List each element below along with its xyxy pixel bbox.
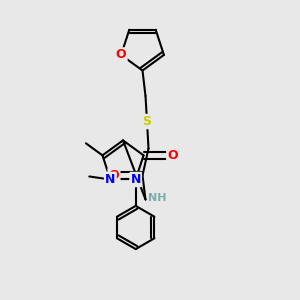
Text: N: N xyxy=(130,173,141,186)
Text: S: S xyxy=(142,115,152,128)
Text: NH: NH xyxy=(148,193,167,203)
Text: N: N xyxy=(105,173,116,186)
Text: O: O xyxy=(167,149,178,162)
Text: O: O xyxy=(109,169,119,182)
Text: O: O xyxy=(116,49,126,62)
